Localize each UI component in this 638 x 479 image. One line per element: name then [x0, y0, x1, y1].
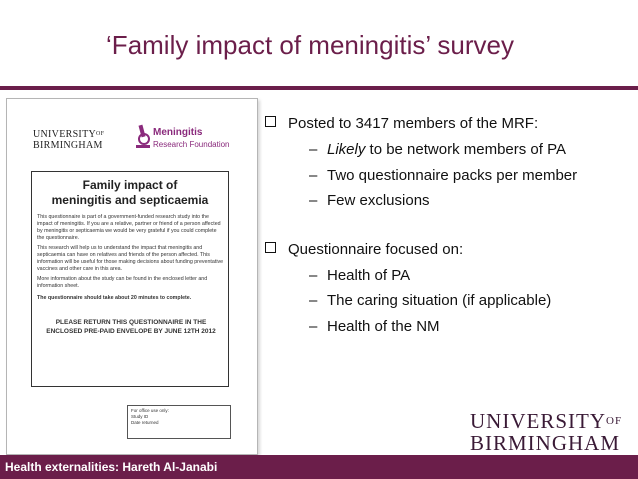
slide-title: ‘Family impact of meningitis’ survey: [106, 30, 514, 60]
doc-return-line1: PLEASE RETURN THIS QUESTIONNAIRE IN THE: [55, 319, 207, 326]
dash-icon: –: [309, 292, 318, 309]
mrf-subtitle: Research Foundation: [153, 140, 230, 149]
doc-uni-line2: BIRMINGHAM: [33, 140, 103, 151]
doc-university-logo: UNIVERSITYOF BIRMINGHAM: [33, 129, 104, 151]
sub-bullet-text: The caring situation (if applicable): [327, 292, 552, 309]
dash-icon: –: [309, 167, 318, 184]
doc-heading-line2: meningitis and septicaemia: [51, 193, 209, 207]
dash-icon: –: [309, 267, 318, 284]
sub-bullet-text: Health of PA: [327, 267, 411, 284]
doc-office-box: For office use only: Study ID Date retur…: [127, 405, 231, 439]
dash-icon: –: [309, 141, 318, 158]
microscope-icon: [136, 124, 150, 148]
doc-office-line2: Study ID: [131, 414, 149, 419]
doc-office-line3: Date returned: [131, 420, 159, 425]
doc-paragraph-2: This research will help us to understand…: [37, 245, 224, 272]
square-bullet-icon: [265, 116, 276, 127]
dash-icon: –: [309, 192, 318, 209]
doc-uni-of: OF: [96, 131, 105, 137]
bullet-item: Questionnaire focused on:: [265, 241, 463, 258]
sub-bullet-text: Health of the NM: [327, 318, 440, 335]
doc-paragraph-3: More information about the study can be …: [37, 276, 208, 289]
dash-icon: –: [309, 318, 318, 335]
sub-bullet-text: to be network members of PA: [365, 141, 566, 158]
footer-text: Health externalities: Hareth Al-Janabi: [5, 460, 218, 474]
bullet-text: Posted to 3417 members of the MRF:: [288, 115, 539, 132]
sub-bullet-item: – Few exclusions: [309, 192, 430, 209]
sub-bullet-item: – Likely to be network members of PA: [309, 141, 566, 158]
sub-bullet-text: Few exclusions: [327, 192, 430, 209]
sub-bullet-item: – The caring situation (if applicable): [309, 292, 551, 309]
logo-line2: BIRMINGHAM: [470, 431, 621, 455]
questionnaire-image: UNIVERSITYOF BIRMINGHAM Meningitis Resea…: [6, 98, 258, 455]
doc-uni-line1: UNIVERSITY: [33, 129, 96, 140]
square-bullet-icon: [265, 242, 276, 253]
doc-return-note: PLEASE RETURN THIS QUESTIONNAIRE IN THE …: [37, 318, 225, 336]
bullet-text: Questionnaire focused on:: [288, 241, 464, 258]
sub-bullet-item: – Health of the NM: [309, 318, 440, 335]
university-logo: UNIVERSITYOF BIRMINGHAM: [470, 410, 622, 454]
doc-heading-line1: Family impact of: [82, 178, 178, 192]
logo-of: OF: [606, 415, 623, 427]
sub-bullet-item: – Health of PA: [309, 267, 410, 284]
doc-office-line1: For office use only:: [131, 408, 169, 413]
doc-paragraph-1: This questionnaire is part of a governme…: [37, 214, 221, 241]
doc-return-line2: ENCLOSED PRE-PAID ENVELOPE BY JUNE 12TH …: [46, 328, 216, 335]
mrf-logo: Meningitis Research Foundation: [135, 123, 230, 154]
sub-bullet-item: – Two questionnaire packs per member: [309, 167, 577, 184]
bullet-item: Posted to 3417 members of the MRF:: [265, 115, 538, 132]
doc-heading: Family impact of meningitis and septicae…: [32, 178, 228, 208]
sub-bullet-emphasis: Likely: [327, 141, 366, 158]
logo-line1: UNIVERSITY: [470, 409, 606, 433]
doc-paragraph-4: The questionnaire should take about 20 m…: [37, 295, 192, 301]
title-divider: [0, 86, 638, 90]
doc-info-box: Family impact of meningitis and septicae…: [31, 171, 229, 387]
sub-bullet-text: Two questionnaire packs per member: [327, 167, 578, 184]
mrf-name: Meningitis: [153, 127, 203, 138]
footer-bar: Health externalities: Hareth Al-Janabi: [0, 455, 638, 479]
